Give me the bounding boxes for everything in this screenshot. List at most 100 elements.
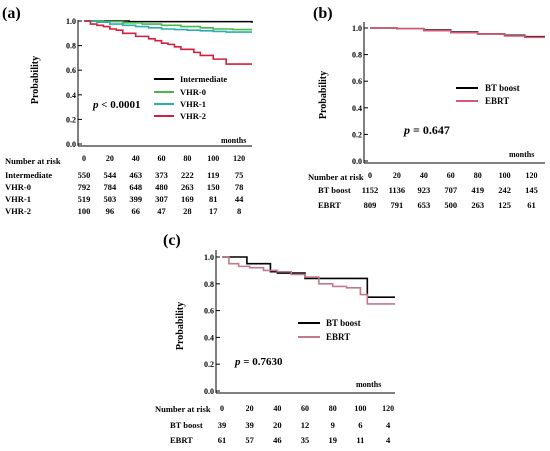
x-tick-label: 0 — [82, 154, 86, 163]
risk-cell: 57 — [245, 435, 254, 445]
risk-cell: 96 — [106, 206, 115, 216]
panel-b-risk-table: BT boost 1152 1136 923 707 419 242 145 EBRT 809 79… — [318, 185, 538, 210]
risk-cell: 169 — [181, 194, 194, 204]
y-tick-label: 0.2 — [66, 115, 76, 124]
panel-a-pvalue: p < 0.0001 — [92, 99, 141, 111]
risk-cell: 75 — [235, 170, 244, 180]
panel-b: (b) Probability 1.0 0.8 0.6 0.4 0.2 0.0 BT bo… — [308, 5, 545, 210]
risk-cell: 66 — [131, 206, 140, 216]
risk-row-label: Intermediate — [5, 170, 52, 180]
risk-cell: 222 — [181, 170, 194, 180]
risk-cell: 100 — [78, 206, 91, 216]
x-tick-label: 120 — [382, 404, 394, 413]
panel-b-pvalue: p = 0.647 — [403, 123, 450, 137]
risk-cell: 8 — [237, 206, 241, 216]
panel-c-pvalue: p = 0.7630 — [234, 356, 283, 368]
x-tick-label: 40 — [273, 404, 281, 413]
series-line-bt-boost — [222, 256, 395, 298]
risk-cell: 373 — [155, 170, 168, 180]
panel-c-p-letter: p — [234, 356, 241, 368]
panel-c-p-number: = 0.7630 — [243, 356, 283, 368]
x-tick-label: 80 — [183, 154, 191, 163]
x-tick-label: 60 — [301, 404, 309, 413]
panel-b-legend: BT boost EBRT — [456, 83, 520, 106]
series-line-ebrt — [222, 256, 395, 305]
risk-cell: 792 — [78, 182, 91, 192]
panel-a-label: (a) — [2, 5, 21, 22]
y-tick-label: 1.0 — [352, 24, 362, 33]
risk-cell: 17 — [209, 206, 218, 216]
y-tick-label: 1.0 — [204, 253, 214, 262]
risk-cell: 544 — [103, 170, 117, 180]
risk-cell: 648 — [129, 182, 142, 192]
x-tick-label: 20 — [106, 154, 114, 163]
risk-cell: 9 — [331, 420, 335, 430]
panel-a: (a) Probability 1.0 0.8 0.6 0.4 0.2 0.0 Inter… — [2, 5, 253, 216]
y-tick-label: 0.0 — [204, 387, 214, 396]
risk-row-label: EBRT — [170, 435, 193, 445]
series-line-vhr-2 — [84, 20, 252, 65]
x-tick-label: 120 — [233, 154, 245, 163]
panel-c-risk-title: Number at risk — [155, 404, 211, 414]
panel-b-risk-title: Number at risk — [308, 172, 364, 182]
x-tick-label: 40 — [132, 154, 140, 163]
x-tick-label: 80 — [329, 404, 337, 413]
risk-cell: 47 — [157, 206, 166, 216]
y-tick-label: 0.8 — [352, 51, 362, 60]
panel-a-ylabel: Probability — [30, 56, 41, 104]
risk-cell: 12 — [301, 420, 310, 430]
risk-row-label: VHR-1 — [5, 194, 31, 204]
risk-cell: 125 — [498, 200, 511, 210]
risk-cell: 145 — [525, 185, 538, 195]
risk-row-label: BT boost — [318, 185, 351, 195]
risk-cell: 809 — [364, 200, 377, 210]
risk-cell: 28 — [183, 206, 192, 216]
panel-b-xlabel: months — [509, 150, 534, 159]
panel-a-x-ticks: 0 20 40 60 80 100 120 — [82, 154, 245, 163]
x-tick-label: 100 — [499, 171, 511, 180]
risk-row-label: VHR-0 — [5, 182, 31, 192]
legend-intermediate: Intermediate — [180, 74, 227, 84]
risk-cell: 39 — [245, 420, 254, 430]
risk-cell: 78 — [235, 182, 244, 192]
risk-row-label: EBRT — [318, 200, 341, 210]
panel-a-p-number: < 0.0001 — [101, 99, 140, 111]
legend-vhr2: VHR-2 — [180, 111, 206, 121]
panel-c: (c) Probability 1.0 0.8 0.6 0.4 0.2 0.0 BT bo… — [155, 232, 395, 445]
risk-cell: 35 — [301, 435, 310, 445]
risk-row-label: VHR-2 — [5, 206, 31, 216]
risk-cell: 44 — [235, 194, 244, 204]
panel-b-label: (b) — [313, 5, 333, 22]
x-tick-label: 20 — [393, 171, 401, 180]
risk-cell: 500 — [444, 200, 457, 210]
panel-a-series — [84, 20, 253, 65]
panel-b-ylabel: Probability — [318, 71, 329, 119]
series-line-ebrt — [370, 27, 545, 39]
risk-cell: 419 — [471, 185, 484, 195]
risk-cell: 150 — [207, 182, 220, 192]
risk-cell: 61 — [527, 200, 536, 210]
risk-cell: 19 — [328, 435, 337, 445]
y-tick-label: 0.8 — [204, 280, 214, 289]
panel-a-p-letter: p — [92, 99, 99, 111]
risk-cell: 784 — [103, 182, 117, 192]
panel-c-y-ticks: 1.0 0.8 0.6 0.4 0.2 0.0 — [204, 253, 220, 396]
risk-cell: 653 — [417, 200, 430, 210]
panel-a-plot — [77, 20, 252, 147]
y-tick-label: 0.8 — [66, 42, 76, 51]
panel-b-plot — [363, 22, 545, 164]
x-tick-label: 120 — [526, 171, 538, 180]
y-tick-label: 0.2 — [352, 130, 362, 139]
y-tick-label: 0.6 — [352, 77, 362, 86]
risk-cell: 463 — [129, 170, 142, 180]
risk-cell: 46 — [273, 435, 282, 445]
panel-c-risk-table: BT boost 39 39 20 12 9 6 4 EBRT 61 57 46 35 19 11 4 — [170, 420, 391, 445]
risk-cell: 480 — [155, 182, 168, 192]
risk-cell: 81 — [209, 194, 218, 204]
risk-cell: 307 — [155, 194, 169, 204]
x-tick-label: 20 — [246, 404, 254, 413]
y-tick-label: 0.2 — [204, 360, 214, 369]
panel-b-x-ticks: 0 20 40 60 80 100 120 — [368, 171, 538, 180]
legend-bt-boost: BT boost — [485, 83, 520, 93]
